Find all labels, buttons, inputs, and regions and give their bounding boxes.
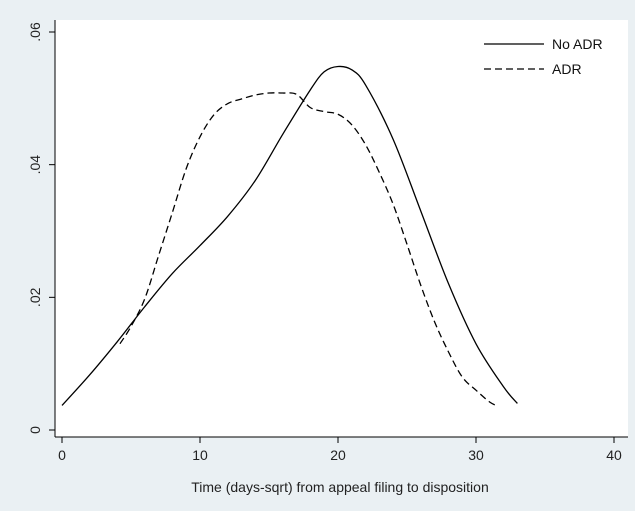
x-tick-label: 0	[58, 447, 66, 463]
legend-label: ADR	[552, 61, 582, 77]
legend-label: No ADR	[552, 36, 603, 52]
x-axis-title: Time (days-sqrt) from appeal filing to d…	[191, 479, 489, 495]
series-line-adr	[119, 92, 499, 407]
y-tick-label: .06	[27, 22, 43, 42]
x-tick-label: 20	[330, 447, 346, 463]
x-tick-label: 10	[192, 447, 208, 463]
x-tick-label: 30	[468, 447, 484, 463]
x-tick-label: 40	[606, 447, 622, 463]
series-layer	[61, 65, 518, 407]
plot-area	[55, 20, 628, 437]
y-tick-label: 0	[27, 426, 43, 434]
axes: 0 10 20 30 40 0 .02 .04 .06	[27, 20, 628, 463]
legend: No ADR ADR	[484, 36, 603, 77]
y-tick-label: .04	[27, 155, 43, 175]
series-line-no-adr	[61, 65, 518, 406]
y-tick-label: .02	[27, 287, 43, 307]
